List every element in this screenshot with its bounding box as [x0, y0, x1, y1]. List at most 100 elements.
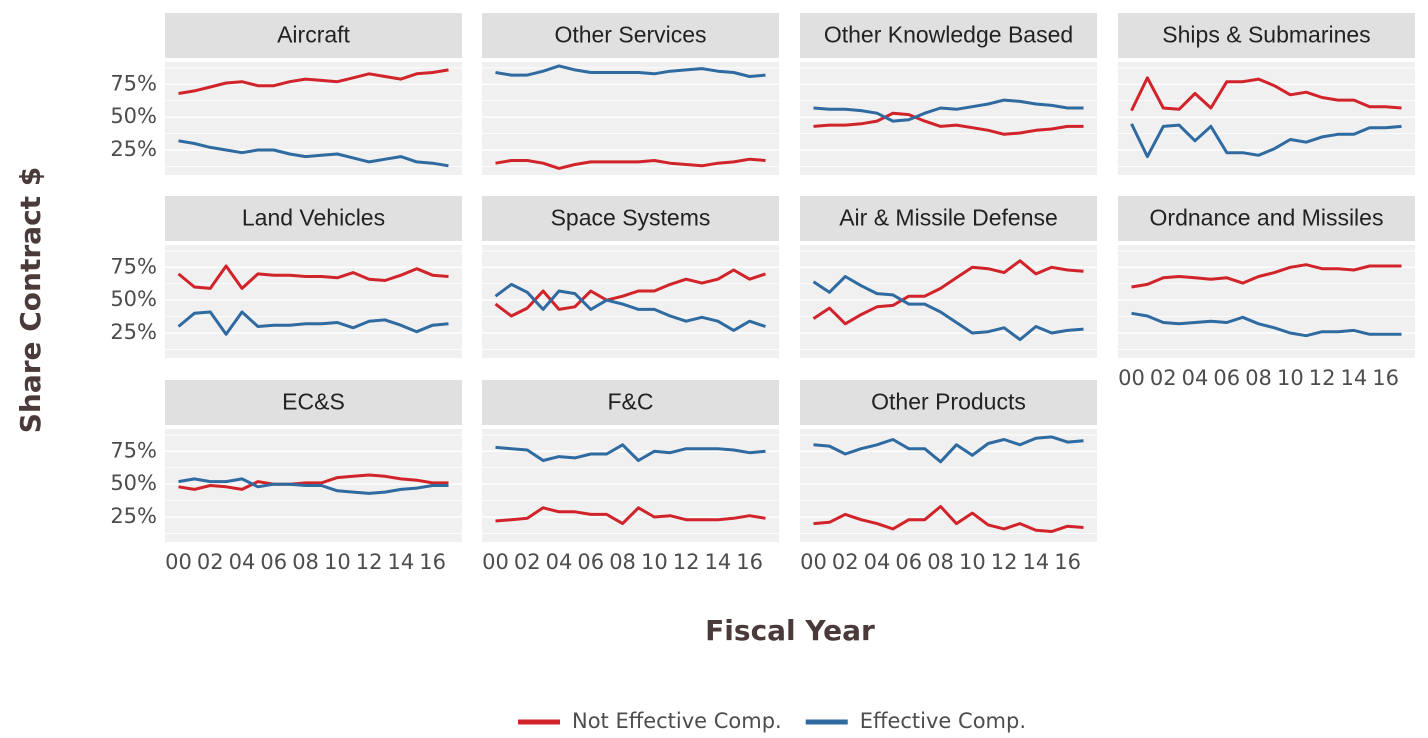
- strip: [482, 13, 779, 58]
- series-line: [494, 282, 766, 332]
- facet-title: Aircraft: [277, 22, 350, 48]
- x-tick-label: 10: [641, 550, 668, 574]
- x-tick-label: 04: [229, 550, 256, 574]
- panel: [1118, 62, 1415, 175]
- series-line: [813, 505, 1084, 533]
- x-tick-label: 02: [514, 550, 541, 574]
- facet-title: EC&S: [282, 389, 345, 415]
- panel: [165, 245, 462, 358]
- legend-label: Not Effective Comp.: [572, 709, 782, 733]
- x-tick-label: 00: [165, 550, 192, 574]
- x-tick-label: 16: [1054, 550, 1081, 574]
- series-line: [178, 68, 449, 95]
- facet-title: F&C: [608, 389, 654, 415]
- x-tick-label: 10: [1277, 366, 1304, 390]
- facet-title: Ordnance and Missiles: [1150, 205, 1384, 231]
- x-tick-label: 16: [1372, 366, 1399, 390]
- y-axis-title: Share Contract $: [14, 167, 47, 434]
- series-line: [177, 264, 449, 290]
- strip: [482, 196, 779, 241]
- series-line: [178, 477, 449, 495]
- y-tick-label: 75%: [110, 438, 157, 462]
- legend-label: Effective Comp.: [860, 709, 1026, 733]
- x-tick-label: 16: [419, 550, 446, 574]
- series-line: [495, 443, 766, 462]
- x-tick-label: 12: [356, 550, 383, 574]
- strip: [165, 196, 462, 241]
- y-tick-label: 25%: [110, 137, 157, 161]
- y-tick-label: 50%: [110, 104, 157, 128]
- panel: [482, 245, 779, 358]
- panel: [800, 429, 1097, 542]
- strip: [482, 380, 779, 425]
- series-line: [1130, 123, 1402, 159]
- x-tick-label: 00: [1118, 366, 1145, 390]
- strip: [800, 13, 1097, 58]
- facet-title: Other Services: [554, 22, 706, 48]
- panel: [800, 62, 1097, 175]
- series-line: [1130, 76, 1402, 112]
- x-tick-label: 12: [991, 550, 1018, 574]
- panel: [482, 62, 779, 175]
- x-tick-label: 00: [800, 550, 827, 574]
- y-tick-label: 50%: [110, 287, 157, 311]
- panel: [482, 429, 779, 542]
- facet-title: Space Systems: [551, 205, 711, 231]
- strip: [1118, 196, 1415, 241]
- x-tick-label: 04: [546, 550, 573, 574]
- facet-title: Other Products: [871, 389, 1026, 415]
- y-tick-label: 25%: [110, 320, 157, 344]
- series-line: [1131, 263, 1402, 289]
- x-tick-label: 02: [1150, 366, 1177, 390]
- x-tick-label: 12: [1309, 366, 1336, 390]
- strip: [800, 380, 1097, 425]
- y-tick-label: 75%: [110, 254, 157, 278]
- series-line: [813, 435, 1084, 464]
- facet-title: Land Vehicles: [242, 205, 385, 231]
- series-line: [495, 64, 766, 78]
- x-axis-title: Fiscal Year: [705, 614, 875, 647]
- x-tick-label: 06: [260, 550, 287, 574]
- x-tick-label: 04: [864, 550, 891, 574]
- x-tick-label: 04: [1182, 366, 1209, 390]
- series-line: [1131, 311, 1402, 338]
- y-tick-label: 75%: [110, 71, 157, 95]
- x-tick-label: 12: [673, 550, 700, 574]
- series-line: [813, 98, 1084, 123]
- series-line: [495, 506, 766, 526]
- series-line: [177, 310, 449, 336]
- facet-title: Ships & Submarines: [1162, 22, 1370, 48]
- x-tick-label: 10: [959, 550, 986, 574]
- panel: [800, 245, 1097, 358]
- x-tick-label: 14: [1340, 366, 1367, 390]
- facet-title: Other Knowledge Based: [824, 22, 1073, 48]
- x-tick-label: 08: [292, 550, 319, 574]
- series-line: [178, 473, 449, 491]
- x-tick-label: 02: [832, 550, 859, 574]
- x-tick-label: 08: [1245, 366, 1272, 390]
- x-tick-label: 14: [704, 550, 731, 574]
- series-line: [494, 268, 766, 318]
- x-tick-label: 14: [387, 550, 414, 574]
- series-line: [495, 157, 766, 170]
- series-line: [178, 139, 449, 168]
- strip: [1118, 13, 1415, 58]
- panel: [1118, 245, 1415, 358]
- x-tick-label: 06: [577, 550, 604, 574]
- x-tick-label: 10: [324, 550, 351, 574]
- y-tick-label: 50%: [110, 471, 157, 495]
- series-line: [812, 275, 1084, 342]
- x-tick-label: 08: [609, 550, 636, 574]
- x-tick-label: 00: [482, 550, 509, 574]
- x-tick-label: 06: [1213, 366, 1240, 390]
- x-tick-label: 16: [736, 550, 763, 574]
- series-line: [813, 111, 1084, 136]
- facet-title: Air & Missile Defense: [839, 205, 1058, 231]
- x-tick-label: 14: [1022, 550, 1049, 574]
- x-tick-label: 06: [895, 550, 922, 574]
- x-tick-label: 08: [927, 550, 954, 574]
- series-line: [812, 259, 1084, 326]
- strip: [165, 380, 462, 425]
- strip: [165, 13, 462, 58]
